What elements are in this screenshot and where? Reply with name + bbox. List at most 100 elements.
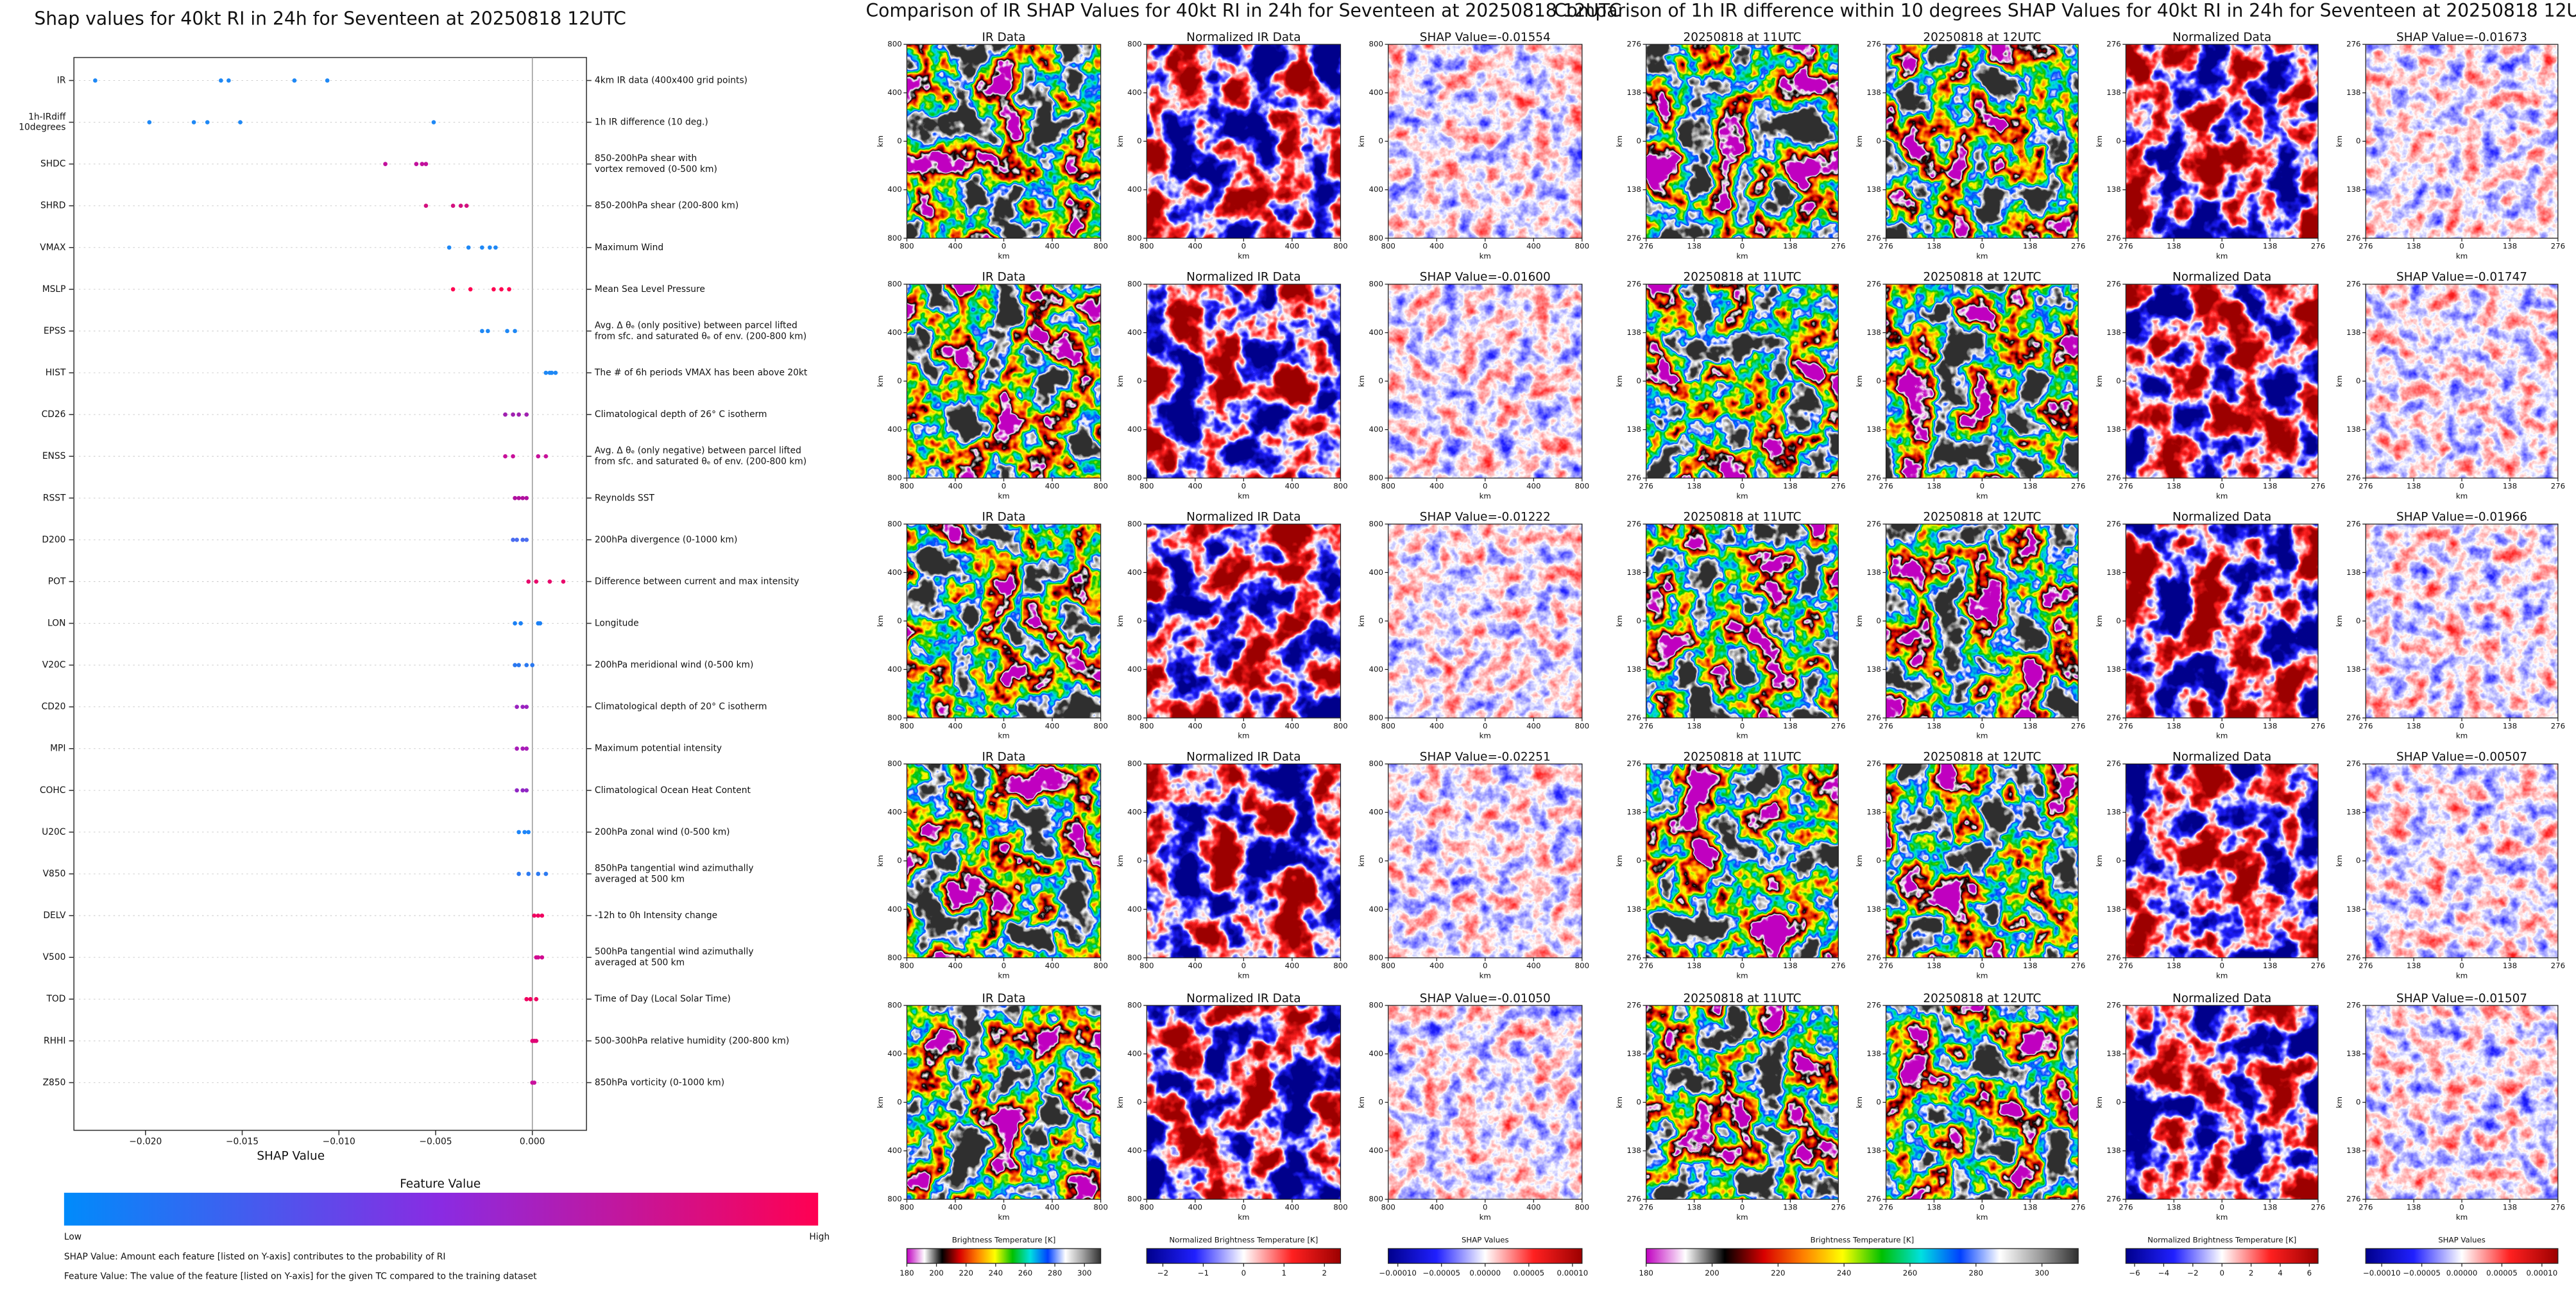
y-axis-label: km xyxy=(876,1097,885,1108)
colorbar-tick-label: −1 xyxy=(1198,1268,1209,1277)
y-tick-label: 0 xyxy=(1137,856,1142,865)
y-tick-label: 0 xyxy=(1137,377,1142,386)
y-tick-label: 800 xyxy=(1127,519,1141,528)
image-panel xyxy=(1886,1005,2079,1200)
y-tick-label: 138 xyxy=(2106,88,2120,97)
y-tick-label: 800 xyxy=(1369,279,1383,288)
feature-description: Difference between current and max inten… xyxy=(595,576,799,586)
y-tick-label: 138 xyxy=(2106,568,2120,577)
x-tick-label: 276 xyxy=(1879,1202,1893,1211)
image-panel xyxy=(1147,764,1341,958)
colorbar-tick-label: 1 xyxy=(1282,1268,1287,1277)
y-tick-label: 400 xyxy=(887,808,901,817)
y-tick-label: 138 xyxy=(2106,328,2120,337)
panel-title: 20250818 at 12UTC xyxy=(1923,271,2041,284)
shap-point xyxy=(516,495,521,500)
shap-point xyxy=(524,412,529,417)
x-tick-label: 276 xyxy=(2551,961,2565,970)
shap-point xyxy=(524,788,529,793)
y-tick-label: 800 xyxy=(887,759,901,768)
x-tick-label: 0 xyxy=(1002,961,1007,970)
x-tick-label: 400 xyxy=(1285,242,1299,251)
x-tick-label: 276 xyxy=(2551,721,2565,730)
feature-description: 850hPa tangential wind azimuthally xyxy=(595,864,754,874)
panel-title: Normalized Data xyxy=(2172,31,2271,44)
feature-description: Climatological Ocean Heat Content xyxy=(595,785,751,796)
y-tick-label: 800 xyxy=(1127,234,1141,243)
x-axis-label: km xyxy=(1480,491,1491,500)
image-panel xyxy=(1388,1005,1582,1200)
colorbar-tick-label: −0.00010 xyxy=(2363,1268,2401,1277)
y-tick-label: 276 xyxy=(1627,759,1641,768)
y-tick-label: 800 xyxy=(887,234,901,243)
shap-point xyxy=(491,287,496,292)
shap-point xyxy=(219,78,223,83)
y-tick-label: 276 xyxy=(2106,474,2120,482)
colorbar-tick-label: 300 xyxy=(1077,1268,1091,1277)
x-tick-label: 800 xyxy=(1093,242,1107,251)
y-tick-label: CD26 xyxy=(42,409,66,420)
y-tick-label: 138 xyxy=(1866,88,1881,97)
panel-title: Normalized IR Data xyxy=(1186,31,1301,44)
y-tick-label: MPI xyxy=(50,744,65,754)
image-panel xyxy=(907,1005,1101,1200)
x-tick-label: 276 xyxy=(2119,481,2133,490)
x-tick-label: 800 xyxy=(1575,961,1589,970)
feature-description: 850-200hPa shear (200-800 km) xyxy=(595,201,738,211)
y-axis-label: km xyxy=(1615,135,1624,147)
x-tick-label: 276 xyxy=(1831,1202,1845,1211)
colorbar-tick-label: 180 xyxy=(1639,1268,1653,1277)
panel-title: 20250818 at 12UTC xyxy=(1923,992,2041,1005)
y-tick-label: 1h-IRdiff xyxy=(28,112,66,123)
y-axis-label: km xyxy=(1855,855,1864,867)
y-tick-label: 0 xyxy=(2356,137,2361,146)
panel-title: SHAP Value=-0.01673 xyxy=(2396,31,2527,44)
colorbar-tick-label: 200 xyxy=(1705,1268,1719,1277)
y-tick-label: HIST xyxy=(46,368,66,378)
x-tick-label: 0 xyxy=(2459,1202,2464,1211)
x-tick-label: 138 xyxy=(2407,961,2421,970)
y-axis-label: km xyxy=(2095,135,2104,147)
shap-point xyxy=(423,162,429,166)
x-tick-label: 276 xyxy=(1831,481,1845,490)
colorbar-tick-label: −0.00005 xyxy=(1422,1268,1460,1277)
x-axis-label: km xyxy=(998,491,1009,500)
colorbar-tick-label: −2 xyxy=(1157,1268,1168,1277)
y-tick-label: V500 xyxy=(43,952,66,962)
y-tick-label: 800 xyxy=(1369,953,1383,962)
panel-title: SHAP Value=-0.01222 xyxy=(1420,511,1551,524)
x-axis-label: km xyxy=(1238,491,1249,500)
panel-title: Normalized IR Data xyxy=(1186,750,1301,764)
colorbar-tick-label: 6 xyxy=(2307,1268,2312,1277)
x-tick-label: 276 xyxy=(1639,242,1653,251)
y-tick-label: 800 xyxy=(887,519,901,528)
y-tick-label: 276 xyxy=(1627,474,1641,482)
feature-description: -12h to 0h Intensity change xyxy=(595,910,717,921)
x-axis-label: km xyxy=(1238,971,1249,980)
x-tick-label: 276 xyxy=(2071,481,2085,490)
x-axis-label: km xyxy=(2456,491,2468,500)
x-tick-label: 138 xyxy=(1783,242,1797,251)
y-tick-label: 138 xyxy=(1866,665,1881,674)
shap-point xyxy=(516,412,521,417)
y-tick-label: 276 xyxy=(1866,953,1881,962)
y-tick-label: 400 xyxy=(1127,1146,1141,1155)
y-tick-label: 276 xyxy=(2106,279,2120,288)
plot-frame xyxy=(73,56,587,1131)
y-tick-label: 276 xyxy=(2346,474,2360,482)
x-tick-label: 0 xyxy=(1241,961,1247,970)
x-tick-label: 138 xyxy=(1783,1202,1797,1211)
panel-title: Normalized IR Data xyxy=(1186,511,1301,524)
x-tick-label: 138 xyxy=(2167,1202,2181,1211)
y-tick-label: 400 xyxy=(1127,425,1141,434)
x-tick-label: 800 xyxy=(1093,961,1107,970)
shap-point xyxy=(292,78,297,83)
panel-title: SHAP Value=-0.01747 xyxy=(2396,271,2527,284)
x-tick-label: 276 xyxy=(2071,1202,2085,1211)
feature-description: 1h IR difference (10 deg.) xyxy=(595,117,708,128)
y-tick-label: 276 xyxy=(1866,519,1881,528)
panel-title: SHAP Value=-0.00507 xyxy=(2396,750,2527,764)
colorbar-tick-label: 0.00000 xyxy=(2446,1268,2478,1277)
y-tick-label: 138 xyxy=(2346,425,2360,434)
x-axis-label: km xyxy=(1480,731,1491,740)
